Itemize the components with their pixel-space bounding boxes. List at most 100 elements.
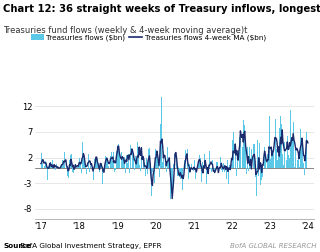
Bar [221,168,222,170]
Bar [132,150,133,168]
Bar [185,150,186,168]
Bar [305,161,306,168]
Bar [174,154,175,168]
Bar [86,168,87,174]
Bar [236,168,237,176]
Bar [103,168,104,171]
Bar [188,168,189,179]
Bar [167,147,168,168]
Bar [245,141,246,168]
Bar [307,125,308,168]
Bar [252,149,253,168]
Bar [46,166,47,168]
Bar [220,157,221,168]
Bar [170,168,171,199]
Bar [260,147,261,168]
Bar [48,166,49,168]
Bar [134,168,135,170]
Bar [251,149,252,168]
Bar [231,165,232,168]
Bar [142,168,143,177]
Bar [202,162,203,168]
Bar [226,168,227,179]
Bar [163,151,164,168]
Text: BofA GLOBAL RESEARCH: BofA GLOBAL RESEARCH [230,243,317,249]
Bar [210,168,211,169]
Bar [274,142,275,168]
Bar [118,144,119,168]
Bar [172,168,173,206]
Bar [249,147,250,168]
Bar [70,155,71,168]
Bar [286,160,287,168]
Bar [109,160,110,168]
Bar [281,124,282,168]
Bar [302,142,303,168]
Bar [265,155,266,168]
Bar [280,116,281,168]
Bar [241,109,242,168]
Bar [299,150,300,168]
Bar [278,156,279,168]
Bar [104,165,105,168]
Bar [63,165,64,168]
Bar [214,168,215,171]
Bar [282,154,283,168]
Bar [143,159,144,168]
Bar [123,163,124,168]
Bar [124,157,125,168]
Bar [255,168,256,177]
Bar [270,159,271,168]
Bar [246,168,247,174]
Bar [267,154,268,168]
Bar [44,166,45,168]
Bar [189,164,190,168]
Bar [284,142,285,168]
Bar [257,140,258,168]
Bar [45,161,46,168]
Bar [288,155,289,168]
Bar [100,166,101,168]
Bar [157,157,158,168]
Bar [89,168,90,172]
Bar [297,160,298,168]
Bar [229,165,230,168]
Bar [227,161,228,168]
Text: BofA Global Investment Strategy, EPFR: BofA Global Investment Strategy, EPFR [18,243,161,249]
Bar [169,166,170,168]
Bar [96,158,97,168]
Bar [204,154,205,168]
Bar [272,150,273,168]
Bar [126,155,127,168]
Bar [201,168,202,182]
Bar [83,157,84,168]
Bar [273,146,274,168]
Bar [106,157,107,168]
Bar [250,158,251,168]
Bar [262,168,263,177]
Bar [136,160,137,168]
Bar [152,168,153,172]
Bar [138,152,139,168]
Bar [303,163,304,168]
Bar [122,156,123,168]
Bar [156,152,157,168]
Bar [193,168,194,171]
Bar [213,168,214,171]
Bar [49,165,50,168]
Bar [133,153,134,168]
Bar [235,144,236,168]
Bar [239,137,240,168]
Text: Treasuries fund flows (weekly & 4-week moving average)t: Treasuries fund flows (weekly & 4-week m… [3,26,248,36]
Bar [209,151,210,168]
Bar [51,164,52,168]
Bar [166,168,167,172]
Bar [137,142,138,168]
Bar [135,156,136,168]
Bar [301,140,302,168]
Bar [129,168,130,173]
Bar [77,167,78,168]
Bar [223,163,224,168]
Bar [242,147,243,168]
Bar [61,165,62,168]
